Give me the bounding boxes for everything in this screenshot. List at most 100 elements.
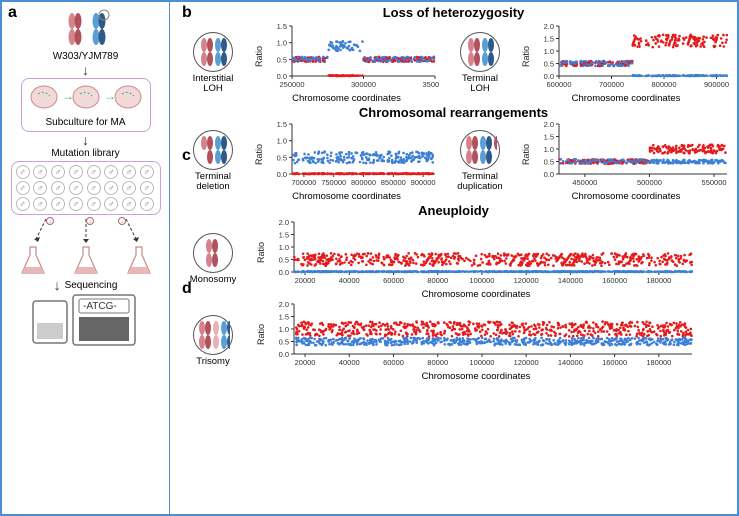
- svg-text:→: →: [104, 89, 116, 103]
- y-axis-label: Ratio: [521, 144, 531, 165]
- mutation-grid: ♂♂♂♂ ♂♂♂♂ ♂♂♂♂ ♂♂♂♂ ♂♂♂♂ ♂♂♂♂: [16, 165, 156, 211]
- svg-text:700000: 700000: [291, 178, 316, 187]
- x-axis-label: Chromosome coordinates: [292, 191, 401, 202]
- figure-container: a W303/YJM789 ↓: [0, 0, 739, 516]
- svg-text:1.0: 1.0: [277, 39, 287, 48]
- svg-text:0.5: 0.5: [279, 256, 289, 265]
- row-trisomy: Trisomy Ratio 20000 40000 60000 80000 100000…: [176, 300, 731, 382]
- chrom-icon: [463, 134, 497, 166]
- flask-icon: [124, 245, 154, 277]
- icon-terminal-loh: TerminalLOH: [443, 32, 517, 95]
- svg-text:1.5: 1.5: [277, 120, 287, 129]
- svg-text:1.0: 1.0: [544, 47, 554, 56]
- svg-text:♂: ♂: [48, 220, 53, 226]
- subculture-label: Subculture for MA: [26, 117, 146, 128]
- dashed-arrows-icon: ♂ ♂ ♂: [16, 217, 156, 243]
- y-axis-label: Ratio: [256, 324, 266, 345]
- scatter-plot: 2000040000600008000010000012000014000016…: [266, 218, 696, 288]
- panel-label-b: b: [182, 4, 192, 22]
- svg-text:→: →: [62, 89, 74, 103]
- svg-text:850000: 850000: [381, 178, 406, 187]
- x-axis-label: Chromosome coordinates: [292, 93, 401, 104]
- svg-text:900000: 900000: [704, 80, 729, 89]
- x-axis-label: Chromosome coordinates: [422, 289, 531, 300]
- arrow-icon: ↓: [82, 64, 89, 76]
- row-loh: InterstitialLOH Ratio 250000300000350000…: [176, 22, 731, 104]
- svg-text:80000: 80000: [427, 358, 448, 367]
- chrom-icon: [196, 319, 230, 351]
- section-title-rearr: Chromosomal rearrangements: [176, 105, 731, 120]
- svg-text:160000: 160000: [602, 358, 627, 367]
- scatter-plot: 7000007500008000008500009000000.00.51.01…: [264, 120, 439, 190]
- strain-label: W303/YJM789: [53, 51, 119, 62]
- icon-interstitial-loh: InterstitialLOH: [176, 32, 250, 95]
- svg-text:0.5: 0.5: [279, 338, 289, 347]
- svg-text:140000: 140000: [558, 276, 583, 285]
- svg-text:1.5: 1.5: [279, 313, 289, 322]
- chart-terminal-duplication: Ratio 4500005000005500000.00.51.01.52.0 …: [521, 120, 731, 202]
- flask-icon: [18, 245, 48, 277]
- icon-monosomy: Monosomy: [176, 233, 250, 285]
- icon-label: InterstitialLOH: [193, 74, 234, 95]
- arrow-icon: ↓: [82, 134, 89, 146]
- svg-text:100000: 100000: [469, 358, 494, 367]
- svg-text:800000: 800000: [651, 80, 676, 89]
- svg-text:2.0: 2.0: [279, 218, 289, 227]
- y-axis-label: Ratio: [256, 242, 266, 263]
- chart-monosomy: Ratio 2000040000600008000010000012000014…: [256, 218, 696, 300]
- section-title-aneu: Aneuploidy: [176, 203, 731, 218]
- icon-label: Terminalduplication: [457, 172, 502, 193]
- icon-terminal-duplication: Terminalduplication: [443, 130, 517, 193]
- flask-icon: [71, 245, 101, 277]
- svg-text:2.0: 2.0: [544, 120, 554, 129]
- y-axis-label: Ratio: [521, 46, 531, 67]
- svg-text:0.0: 0.0: [277, 72, 287, 81]
- svg-text:80000: 80000: [427, 276, 448, 285]
- icon-trisomy: Trisomy: [176, 315, 250, 367]
- row-monosomy: Monosomy Ratio 2000040000600008000010000…: [176, 218, 731, 300]
- arrow-icon: ↓: [54, 279, 61, 291]
- scatter-plot: 6000007000008000009000000.00.51.01.52.0: [531, 22, 731, 92]
- icon-label: TerminalLOH: [462, 74, 498, 95]
- svg-text:0.0: 0.0: [544, 170, 554, 179]
- sequencing-label: Sequencing: [65, 280, 118, 291]
- svg-text:550000: 550000: [702, 178, 727, 187]
- svg-text:0.5: 0.5: [277, 55, 287, 64]
- svg-text:1.0: 1.0: [277, 137, 287, 146]
- svg-text:160000: 160000: [602, 276, 627, 285]
- svg-text:800000: 800000: [351, 178, 376, 187]
- svg-text:20000: 20000: [295, 358, 316, 367]
- svg-text:450000: 450000: [572, 178, 597, 187]
- svg-text:60000: 60000: [383, 358, 404, 367]
- svg-text:1.0: 1.0: [279, 243, 289, 252]
- panel-label-d: d: [182, 280, 192, 298]
- scatter-plot: 4500005000005500000.00.51.01.52.0: [531, 120, 731, 190]
- svg-text:20000: 20000: [295, 276, 316, 285]
- svg-text:1.5: 1.5: [544, 35, 554, 44]
- svg-text:0.5: 0.5: [277, 153, 287, 162]
- chrom-icon: [198, 36, 228, 68]
- svg-text:0.5: 0.5: [544, 60, 554, 69]
- svg-text:2.0: 2.0: [544, 22, 554, 31]
- y-axis-label: Ratio: [254, 144, 264, 165]
- svg-text:250000: 250000: [279, 80, 304, 89]
- svg-text:0.0: 0.0: [544, 72, 554, 81]
- svg-text:120000: 120000: [514, 276, 539, 285]
- panel-label-c: c: [182, 147, 191, 165]
- flask-row: [6, 245, 165, 277]
- section-title-loh: Loss of heterozygosity: [176, 5, 731, 20]
- svg-text:1.5: 1.5: [544, 133, 554, 142]
- scatter-plot: 2000040000600008000010000012000014000016…: [266, 300, 696, 370]
- y-axis-label: Ratio: [254, 46, 264, 67]
- svg-text:1.0: 1.0: [279, 325, 289, 334]
- icon-label: Monosomy: [190, 275, 236, 285]
- svg-text:140000: 140000: [558, 358, 583, 367]
- svg-text:180000: 180000: [646, 358, 671, 367]
- svg-text:40000: 40000: [339, 358, 360, 367]
- svg-text:350000: 350000: [422, 80, 439, 89]
- svg-text:900000: 900000: [411, 178, 436, 187]
- chart-terminal-deletion: Ratio 7000007500008000008500009000000.00…: [254, 120, 439, 202]
- svg-text:♂: ♂: [120, 220, 125, 226]
- row-rearr: Terminaldeletion Ratio 70000075000080000…: [176, 120, 731, 202]
- subculture-box: → → Subculture for MA: [21, 78, 151, 132]
